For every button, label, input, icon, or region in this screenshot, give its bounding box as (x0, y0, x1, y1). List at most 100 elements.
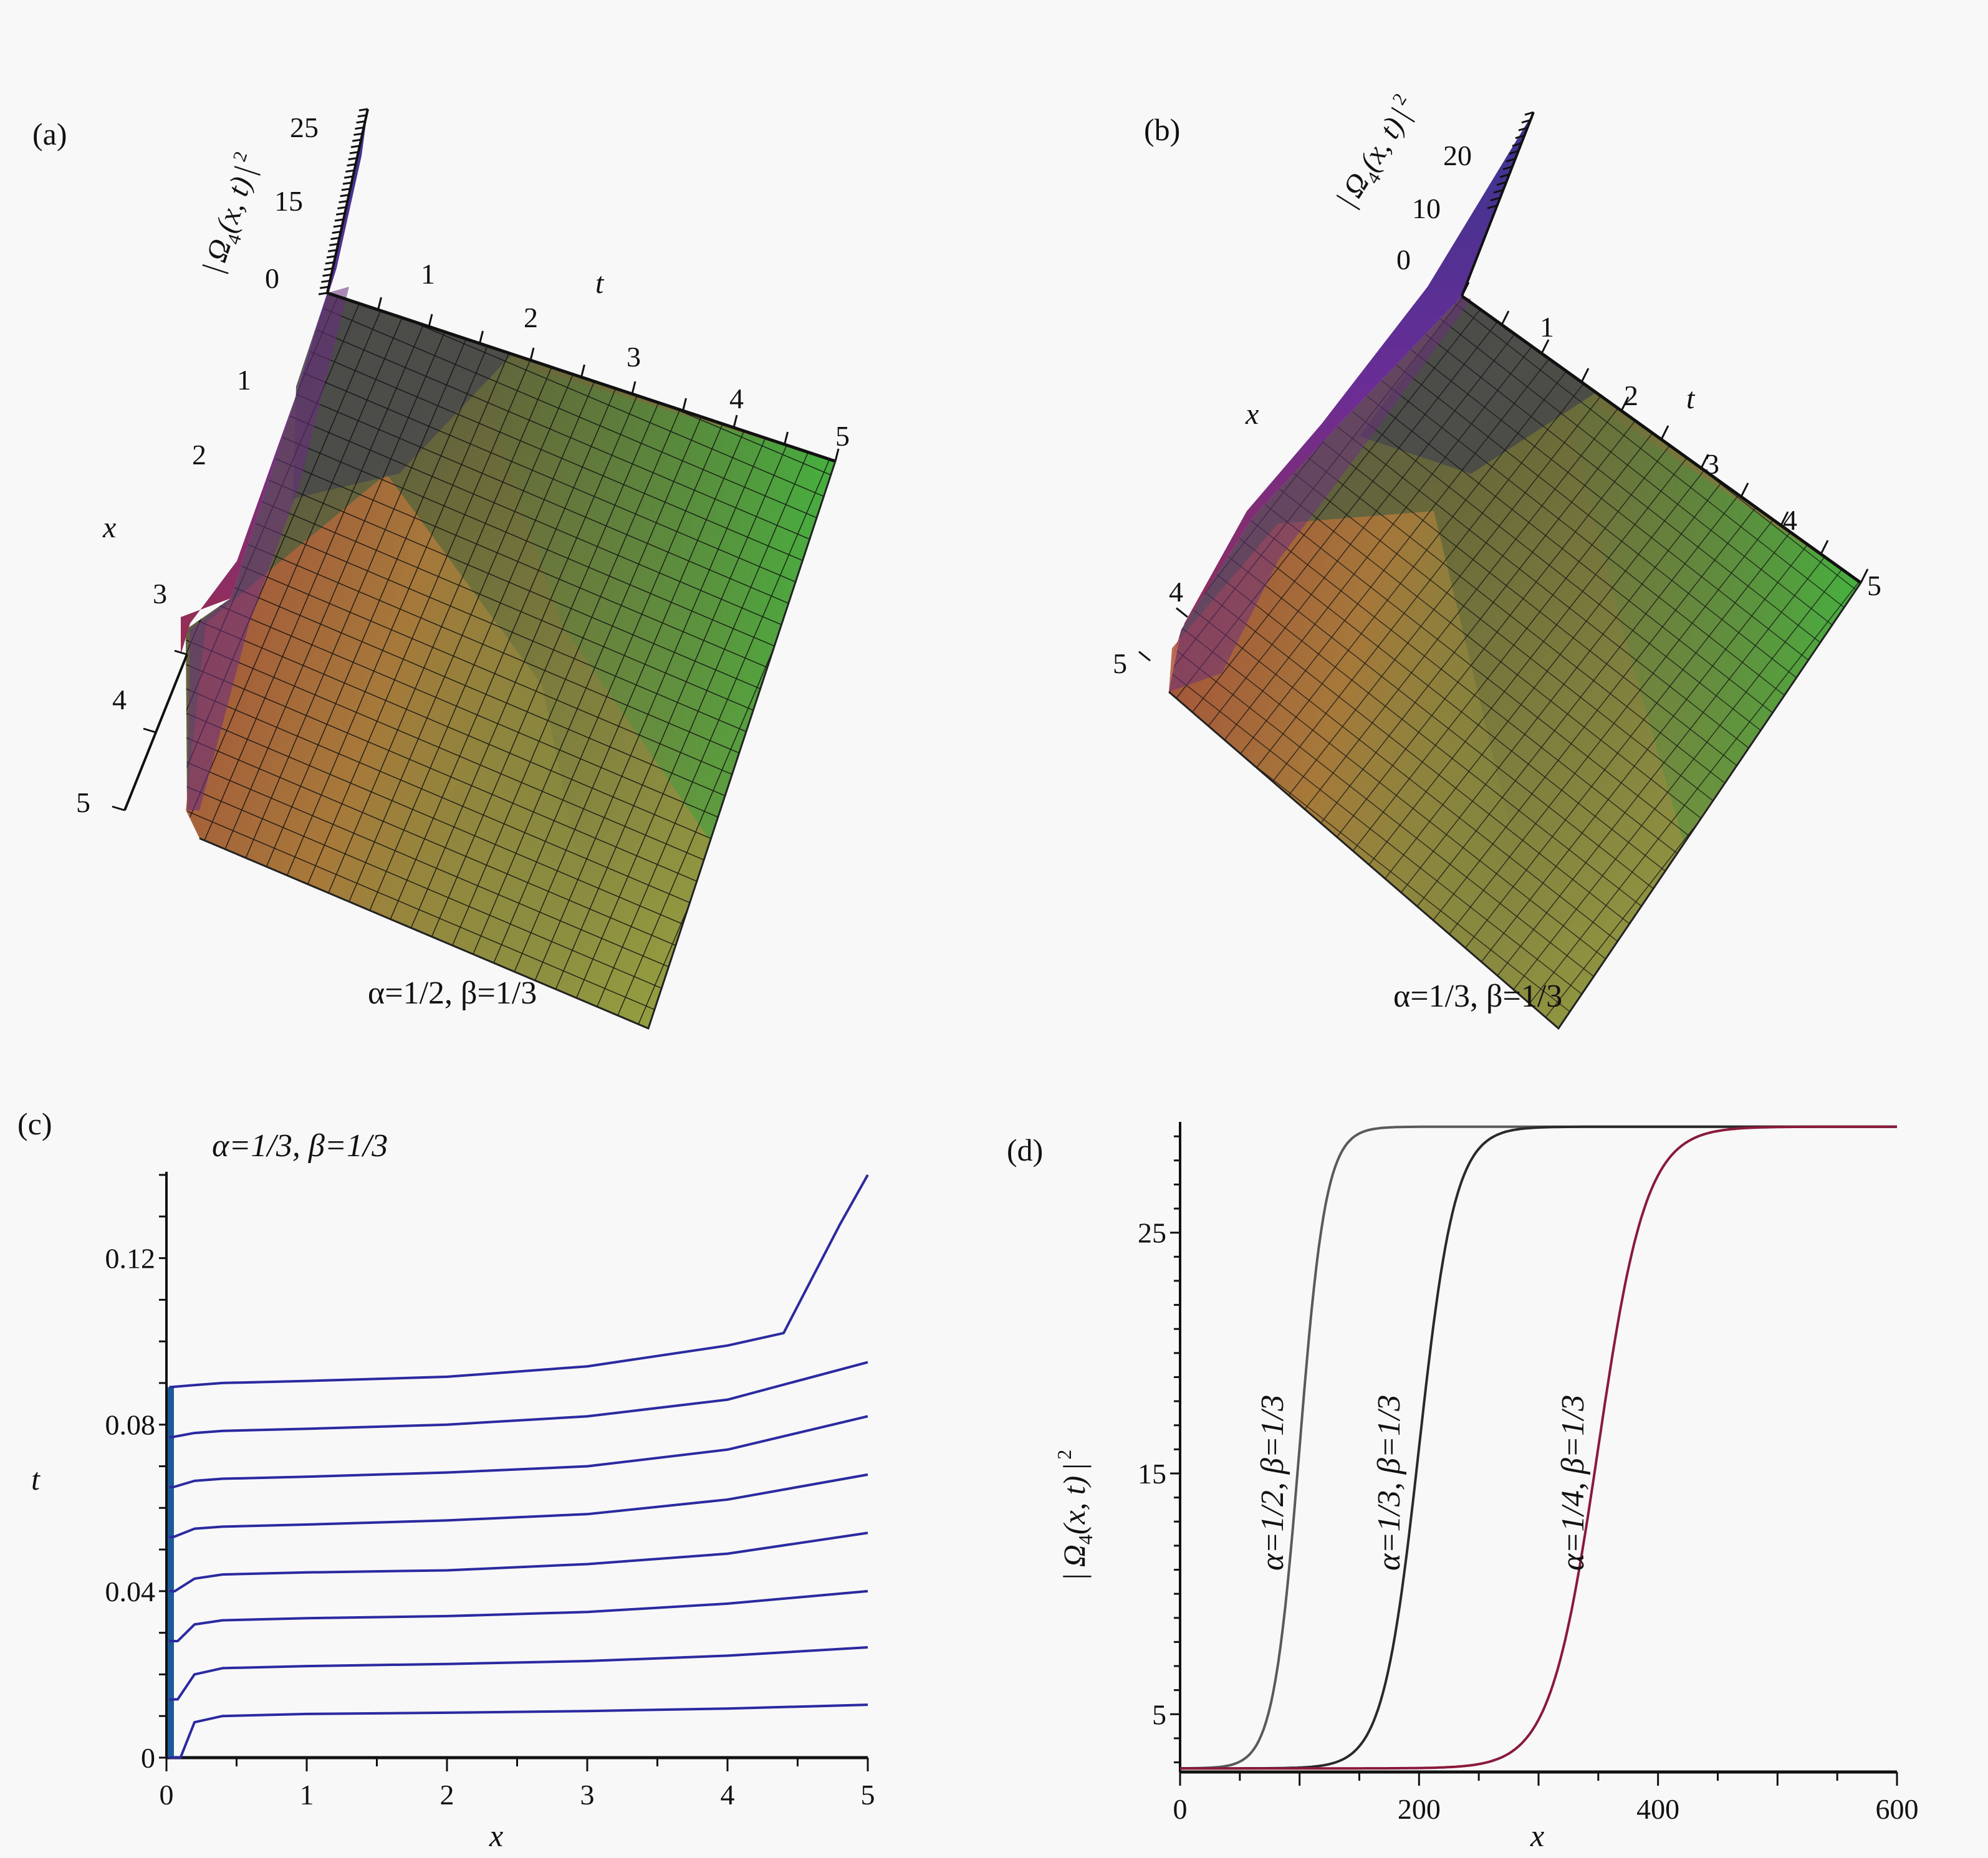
svg-text:|Ω4(x, t)|2: |Ω4(x, t)|2 (1053, 1450, 1097, 1580)
panel-c-line (169, 1473, 868, 1539)
panel-a-t-tick-3: 3 (627, 341, 641, 373)
panel-c-x-tick-label: 2 (440, 1779, 454, 1811)
panel-a-z-tick-mark (325, 261, 335, 265)
panel-a-z-tick-mark (352, 138, 362, 142)
panel-d-x-tick-label: 0 (1173, 1793, 1188, 1825)
panel-c-edge-band (168, 1387, 174, 1758)
panel-a-surface-mesh (186, 293, 835, 1028)
panel-b-t-tick-mark (1620, 396, 1630, 411)
panel-c: (c) α=1/3, β=1/3 0 0.04 0.08 0.12 0 1 2 3 4 5 t x (17, 1106, 875, 1853)
panel-c-line (169, 1703, 868, 1759)
panel-d-series-label-2: α=1/3, β=1/3 (1371, 1395, 1407, 1571)
panel-d-lines (1180, 1125, 1897, 1770)
panel-b-t-tick-mark (1660, 425, 1669, 440)
panel-b-z-tick-mark (1505, 158, 1515, 163)
panel-a-z-tick-mark (318, 292, 328, 295)
panel-c-title: α=1/3, β=1/3 (212, 1128, 388, 1164)
panel-a-t-tick-5: 5 (835, 420, 850, 452)
panel-a-z-tick-mark (322, 274, 332, 277)
panel-a-t-tick-mark (682, 398, 687, 411)
panel-a-t-tick-mark (732, 414, 738, 428)
panel-b-z-tick-mark (1518, 127, 1528, 132)
svg-text:α=1/3, β=1/3: α=1/3, β=1/3 (1371, 1395, 1407, 1571)
panel-a-t-tick-mark (784, 431, 789, 445)
panel-b-t-ticks (1461, 282, 1869, 583)
panel-c-ylabel: t (31, 1462, 41, 1496)
panel-d-line-3 (1180, 1125, 1897, 1770)
panel-b-t-tick-mark (1780, 511, 1789, 526)
panel-b-z-tick-mark (1487, 204, 1497, 209)
panel-a-z-tick-mark (357, 114, 367, 118)
panel-a-z-tick-mark (341, 188, 351, 191)
panel-c-line (169, 1531, 868, 1592)
panel-a-z-tick-mark (343, 175, 353, 179)
svg-text:α=1/2, β=1/3: α=1/2, β=1/3 (1255, 1395, 1290, 1571)
panel-c-line (169, 1415, 868, 1488)
panel-b-t-tick-2: 2 (1624, 380, 1638, 411)
panel-a-z-tick-mark (327, 249, 337, 252)
panel-a-z-tick-mark (330, 237, 340, 241)
panel-a-x-axis-label: x (102, 511, 116, 544)
panel-a-z-tick-mark (319, 285, 329, 289)
panel-b-t-tick-mark (1740, 482, 1749, 497)
panel-d-x-tick-label: 400 (1636, 1793, 1679, 1825)
panel-a-t-tick-2: 2 (524, 302, 538, 333)
panel-b-surface-mesh (1169, 296, 1861, 1028)
panel-a-z-tick-mark (324, 267, 333, 271)
panel-c-lines (168, 1174, 869, 1759)
panel-c-line (169, 1589, 868, 1642)
panel-c-y-tick-label: 0.12 (105, 1243, 156, 1275)
panel-d-xlabel: x (1530, 1818, 1544, 1853)
panel-c-line (169, 1174, 869, 1389)
panel-b-z-tick-mark (1509, 150, 1519, 155)
panel-a-t-tick-1: 1 (421, 258, 435, 290)
panel-b-t-tick-1: 1 (1540, 311, 1554, 343)
panel-a-x-tick-1: 1 (237, 364, 251, 396)
panel-a-t-tick-mark (377, 297, 382, 310)
panel-a: (a) 25 15 0 |Ω4(x, t)|2 1 2 3 4 5 t (32, 108, 850, 1030)
panel-b-t-tick-mark (1860, 568, 1869, 583)
panel-c-line (169, 1646, 868, 1701)
panel-c-y-tick-label: 0.08 (105, 1409, 156, 1441)
panel-a-t-tick-mark (529, 347, 535, 361)
panel-a-z-tick-25: 25 (290, 112, 319, 143)
panel-b-t-tick-mark (1540, 339, 1550, 354)
panel-b-x-axis-label: x (1245, 398, 1259, 431)
panel-a-x-ticks (112, 649, 188, 812)
panel-b-z-tick-mark (1524, 111, 1534, 116)
panel-a-x-tick-3: 3 (153, 578, 167, 610)
panel-a-z-tick-mark (342, 181, 352, 185)
panel-d-y-tick-label: 15 (1138, 1458, 1166, 1490)
panel-a-z-tick-mark (337, 206, 347, 209)
panel-a-z-tick-mark (335, 212, 345, 216)
panel-c-label: (c) (17, 1106, 52, 1141)
panel-a-z-tick-mark (358, 108, 368, 112)
panel-a-caption: α=1/2, β=1/3 (368, 975, 537, 1011)
panel-c-x-tick-label: 3 (580, 1779, 595, 1811)
svg-text:|Ω4(x, t)|2: |Ω4(x, t)|2 (194, 149, 271, 278)
panel-a-t-tick-mark (326, 280, 332, 294)
panel-b-z-tick-mark (1502, 166, 1512, 171)
panel-b-t-tick-mark (1820, 540, 1829, 555)
panel-b-ridge-wall (1169, 296, 1471, 692)
panel-a-z-tick-15: 15 (274, 185, 303, 217)
panel-a-z-tick-mark (334, 218, 344, 222)
panel-a-x-tick-mark (174, 649, 188, 656)
panel-d: (d) 5 15 25 0 200 400 600 |Ω4(x, t)|2 α=1/2, β… (1007, 1122, 1919, 1853)
panel-b-z-tick-10: 10 (1412, 193, 1441, 224)
panel-d-label: (d) (1007, 1133, 1043, 1167)
panel-a-z-tick-mark (347, 163, 356, 167)
panel-d-series-label-3: α=1/4, β=1/3 (1555, 1395, 1591, 1571)
panel-c-x-tick-label: 1 (300, 1779, 314, 1811)
panel-c-xlabel: x (489, 1818, 503, 1853)
panel-c-ticks: 0 0.04 0.08 0.12 0 1 2 3 4 5 (105, 1174, 875, 1811)
panel-b-caption: α=1/3, β=1/3 (1393, 979, 1562, 1014)
panel-a-z-tick-mark (353, 132, 363, 136)
panel-b-z-tick-mark (1512, 142, 1522, 147)
panel-a-z-axis-label: |Ω4(x, t)|2 (194, 149, 271, 278)
panel-a-z-tick-mark (349, 151, 359, 155)
panel-a-z-tick-mark (329, 242, 339, 246)
panel-b-z-tick-mark (1515, 135, 1525, 140)
panel-a-z-tick-mark (355, 127, 364, 130)
svg-text:α=1/4, β=1/3: α=1/4, β=1/3 (1555, 1395, 1591, 1571)
